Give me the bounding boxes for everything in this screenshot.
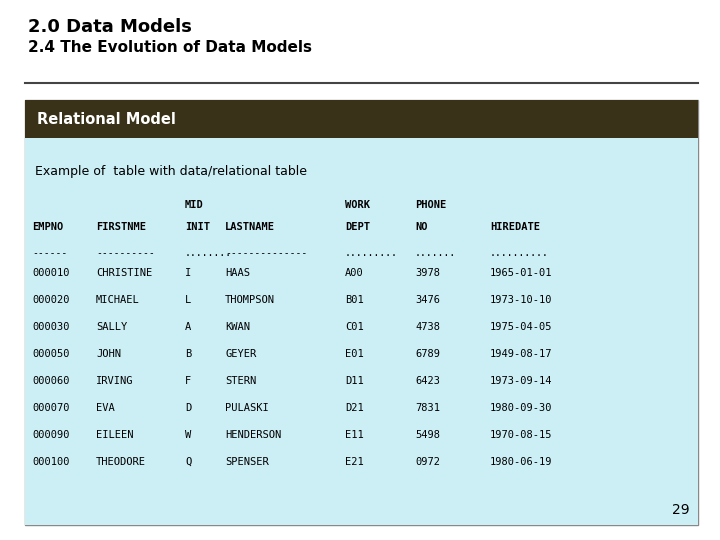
Text: 000060: 000060 [32,376,70,386]
Text: B01: B01 [345,295,364,305]
Text: 000020: 000020 [32,295,70,305]
Text: Example of  table with data/relational table: Example of table with data/relational ta… [35,165,307,178]
Text: 000100: 000100 [32,457,70,467]
Text: E01: E01 [345,349,364,359]
Text: MICHAEL: MICHAEL [96,295,140,305]
Text: FIRSTNME: FIRSTNME [96,222,146,232]
Text: ..........: .......... [490,248,549,258]
Text: KWAN: KWAN [225,322,250,332]
Text: 1980-09-30: 1980-09-30 [490,403,552,413]
Text: 0972: 0972 [415,457,440,467]
Text: PULASKI: PULASKI [225,403,269,413]
Text: 1973-10-10: 1973-10-10 [490,295,552,305]
Text: EILEEN: EILEEN [96,430,133,440]
Text: 2.4 The Evolution of Data Models: 2.4 The Evolution of Data Models [28,40,312,55]
Text: CHRISTINE: CHRISTINE [96,268,152,278]
Text: HIREDATE: HIREDATE [490,222,540,232]
Text: D: D [185,403,192,413]
Text: 000010: 000010 [32,268,70,278]
Text: 1973-09-14: 1973-09-14 [490,376,552,386]
Text: JOHN: JOHN [96,349,121,359]
Text: WORK: WORK [345,200,370,210]
Text: 000070: 000070 [32,403,70,413]
Text: L: L [185,295,192,305]
Text: E11: E11 [345,430,364,440]
Text: THOMPSON: THOMPSON [225,295,275,305]
Text: DEPT: DEPT [345,222,370,232]
Text: 4738: 4738 [415,322,440,332]
Text: 000030: 000030 [32,322,70,332]
Text: A00: A00 [345,268,364,278]
Text: .........: ......... [345,248,398,258]
Text: ----------: ---------- [96,248,155,258]
Text: ------: ------ [32,248,67,258]
Text: HENDERSON: HENDERSON [225,430,282,440]
Text: Relational Model: Relational Model [37,111,176,126]
Text: THEODORE: THEODORE [96,457,146,467]
Bar [25,138,698,525]
Text: INIT: INIT [185,222,210,232]
Text: IRVING: IRVING [96,376,133,386]
Text: --------------: -------------- [225,248,307,258]
Text: STERN: STERN [225,376,256,386]
Text: GEYER: GEYER [225,349,256,359]
Text: 1965-01-01: 1965-01-01 [490,268,552,278]
Text: 29: 29 [672,503,690,517]
Text: 1975-04-05: 1975-04-05 [490,322,552,332]
Text: 000090: 000090 [32,430,70,440]
Text: EMPNO: EMPNO [32,222,63,232]
Text: W: W [185,430,192,440]
Text: 1949-08-17: 1949-08-17 [490,349,552,359]
Text: EVA: EVA [96,403,114,413]
Text: 6423: 6423 [415,376,440,386]
Text: .......: ....... [415,248,456,258]
Text: PHONE: PHONE [415,200,446,210]
Text: 6789: 6789 [415,349,440,359]
Text: Q: Q [185,457,192,467]
Text: B: B [185,349,192,359]
Text: E21: E21 [345,457,364,467]
Text: F: F [185,376,192,386]
Text: MID: MID [185,200,204,210]
Text: 3476: 3476 [415,295,440,305]
Bar [25,100,698,138]
Text: 3978: 3978 [415,268,440,278]
Text: D11: D11 [345,376,364,386]
Text: SPENSER: SPENSER [225,457,269,467]
Bar [25,100,698,525]
Text: 5498: 5498 [415,430,440,440]
Text: I: I [185,268,192,278]
Text: A: A [185,322,192,332]
Text: ........: ........ [185,248,232,258]
Text: 1980-06-19: 1980-06-19 [490,457,552,467]
Text: SALLY: SALLY [96,322,127,332]
Text: LASTNAME: LASTNAME [225,222,275,232]
Text: 000050: 000050 [32,349,70,359]
Text: 7831: 7831 [415,403,440,413]
Text: NO: NO [415,222,428,232]
Text: C01: C01 [345,322,364,332]
Text: D21: D21 [345,403,364,413]
Text: HAAS: HAAS [225,268,250,278]
Text: 2.0 Data Models: 2.0 Data Models [28,18,192,36]
Text: 1970-08-15: 1970-08-15 [490,430,552,440]
